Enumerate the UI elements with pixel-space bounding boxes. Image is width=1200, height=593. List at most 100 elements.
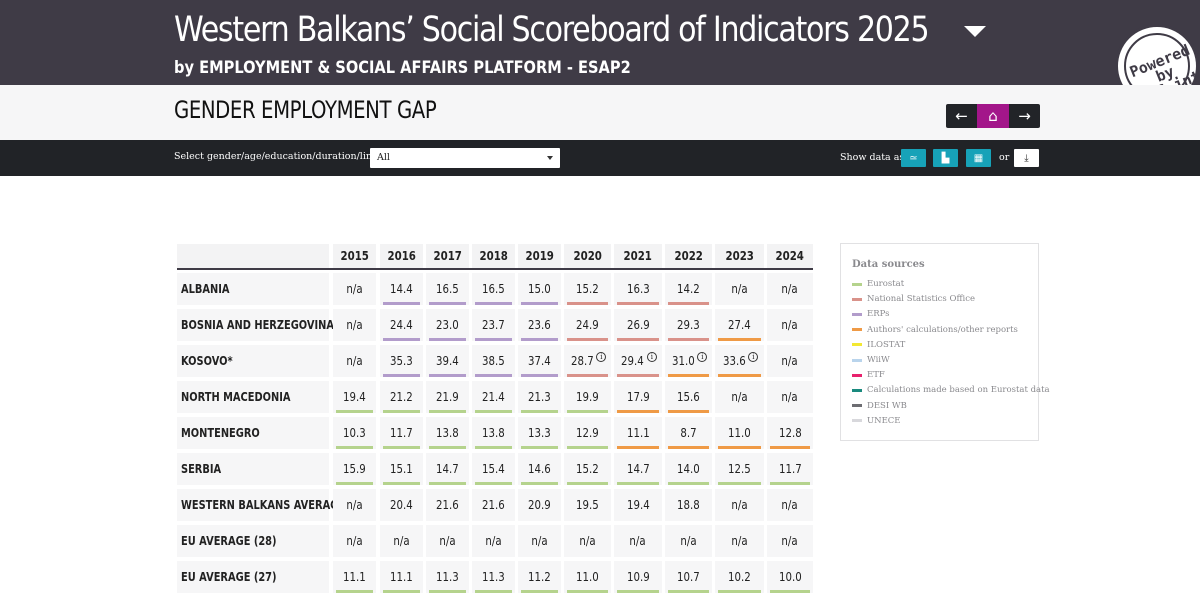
home-button[interactable]: ⌂ — [977, 104, 1009, 128]
table-cell: n/a — [333, 273, 376, 305]
table-cell: 19.4 — [333, 381, 376, 413]
prev-indicator-button[interactable]: ← — [946, 104, 977, 128]
source-indicator-bar — [521, 446, 558, 449]
table-cell: 13.8 — [472, 417, 515, 449]
legend-item-label: ETF — [867, 370, 885, 381]
download-button[interactable]: ⤓ — [1014, 149, 1039, 167]
cell-value: 29.3 — [677, 318, 700, 332]
legend-item-label: WiiW — [867, 355, 890, 365]
source-indicator-bar — [521, 482, 558, 485]
table-cell: 20.4 — [380, 489, 423, 521]
legend-item: Eurostat — [852, 278, 904, 290]
table-cell: n/a — [665, 525, 712, 557]
cell-value: 8.7 — [680, 426, 697, 440]
source-indicator-bar — [718, 338, 761, 341]
cell-value: 11.3 — [436, 570, 459, 584]
country-label-text: ALBANIA — [181, 282, 230, 296]
cell-value: 10.0 — [778, 570, 802, 584]
cell-value: 10.9 — [626, 570, 650, 584]
legend-title: Data sources — [852, 259, 925, 270]
table-cell: 12.9 — [564, 417, 611, 449]
table-cell: 19.4 — [614, 489, 662, 521]
cell-value: n/a — [346, 534, 363, 548]
info-icon[interactable]: i — [596, 352, 607, 362]
cell-value: 23.0 — [436, 318, 459, 332]
cell-value: 10.3 — [343, 426, 366, 440]
source-indicator-bar — [475, 410, 512, 413]
info-icon[interactable]: i — [646, 352, 657, 362]
cell-value: 12.9 — [576, 426, 599, 440]
next-indicator-button[interactable]: → — [1009, 104, 1040, 128]
table-cell: 14.7 — [614, 453, 662, 485]
table-cell: 15.2 — [564, 273, 611, 305]
year-header-label: 2024 — [775, 249, 805, 263]
cell-value: 14.4 — [390, 282, 413, 296]
legend-swatch — [852, 343, 862, 347]
table-cell: 24.9 — [564, 309, 611, 341]
table-cell: 11.3 — [472, 561, 515, 593]
cell-value: n/a — [781, 354, 799, 368]
year-header: 2018 — [472, 244, 515, 268]
source-indicator-bar — [383, 482, 420, 485]
source-indicator-bar — [336, 446, 373, 449]
country-label: WESTERN BALKANS AVERAGE — [177, 489, 345, 521]
year-header: 2015 — [333, 244, 376, 268]
year-header-label: 2020 — [573, 249, 602, 263]
table-view-button[interactable]: ▦ — [966, 149, 991, 167]
table-cell: 15.2 — [564, 453, 611, 485]
table-cell: n/a — [333, 345, 376, 377]
table-cell: 21.2 — [380, 381, 423, 413]
cell-value: 11.2 — [528, 570, 551, 584]
source-indicator-bar — [617, 338, 659, 341]
cell-value: 37.4 — [528, 354, 551, 368]
filter-select[interactable]: All — [370, 148, 560, 168]
country-label-text: NORTH MACEDONIA — [181, 390, 291, 404]
legend-swatch — [852, 282, 862, 286]
legend-item: DESI WB — [852, 400, 907, 412]
table-cell: 15.0 — [518, 273, 561, 305]
cell-value: n/a — [781, 534, 799, 548]
table-cell: 14.7 — [426, 453, 469, 485]
cell-value: 28.7 — [570, 354, 594, 368]
year-dropdown-caret-icon[interactable] — [964, 26, 986, 37]
country-label-text: MONTENEGRO — [181, 426, 260, 440]
bar-chart-view-button[interactable]: ▙ — [933, 149, 958, 167]
cell-value: n/a — [731, 498, 748, 512]
table-header-divider — [177, 268, 813, 270]
table-cell: n/a — [472, 525, 515, 557]
year-header-label: 2019 — [525, 249, 554, 263]
cell-value: 29.4 — [621, 354, 644, 368]
cell-value: 39.4 — [436, 354, 459, 368]
source-indicator-bar — [521, 338, 558, 341]
cell-value: 11.1 — [390, 570, 413, 584]
info-icon[interactable]: i — [697, 352, 708, 362]
or-label: or — [999, 152, 1010, 163]
country-label: BOSNIA AND HERZEGOVINA — [177, 309, 334, 341]
source-indicator-bar — [567, 410, 608, 413]
cell-value: 13.3 — [528, 426, 551, 440]
table-cell: n/a — [767, 273, 813, 305]
legend-swatch — [852, 358, 862, 362]
source-indicator-bar — [429, 374, 466, 377]
cell-value: n/a — [781, 390, 799, 404]
legend-swatch — [852, 373, 862, 377]
cell-value: 21.2 — [390, 390, 413, 404]
line-chart-view-button[interactable]: ≃ — [901, 149, 926, 167]
site-subtitle: by EMPLOYMENT & SOCIAL AFFAIRS PLATFORM … — [174, 58, 631, 78]
info-icon[interactable]: i — [748, 352, 759, 362]
table-cell: 35.3 — [380, 345, 423, 377]
country-label-text: EU AVERAGE (27) — [181, 570, 277, 584]
source-indicator-bar — [475, 482, 512, 485]
cell-value: 12.8 — [778, 426, 802, 440]
cell-value: n/a — [346, 498, 363, 512]
cell-value: n/a — [731, 534, 748, 548]
table-cell: 16.5 — [472, 273, 515, 305]
source-indicator-bar — [336, 482, 373, 485]
table-cell: 11.2 — [518, 561, 561, 593]
table-cell: 19.5 — [564, 489, 611, 521]
table-cell: 11.0 — [715, 417, 764, 449]
legend-swatch — [852, 419, 862, 423]
table-cell: n/a — [564, 525, 611, 557]
table-cell: 29.3 — [665, 309, 712, 341]
country-label-text: EU AVERAGE (28) — [181, 534, 277, 548]
